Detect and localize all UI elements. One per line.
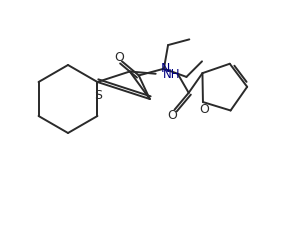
Text: O: O — [114, 51, 124, 63]
Text: O: O — [199, 102, 209, 115]
Text: S: S — [94, 89, 103, 101]
Text: NH: NH — [163, 68, 180, 81]
Text: O: O — [168, 109, 178, 122]
Text: N: N — [161, 62, 170, 75]
